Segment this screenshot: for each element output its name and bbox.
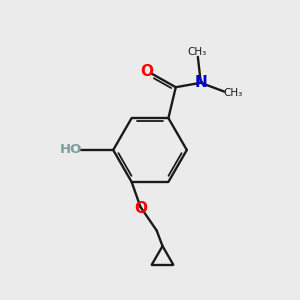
Text: CH₃: CH₃ xyxy=(223,88,242,98)
Text: N: N xyxy=(195,75,208,90)
Text: O: O xyxy=(140,64,153,79)
Text: CH₃: CH₃ xyxy=(188,47,207,57)
Text: HO: HO xyxy=(60,142,82,156)
Text: O: O xyxy=(134,201,148,216)
